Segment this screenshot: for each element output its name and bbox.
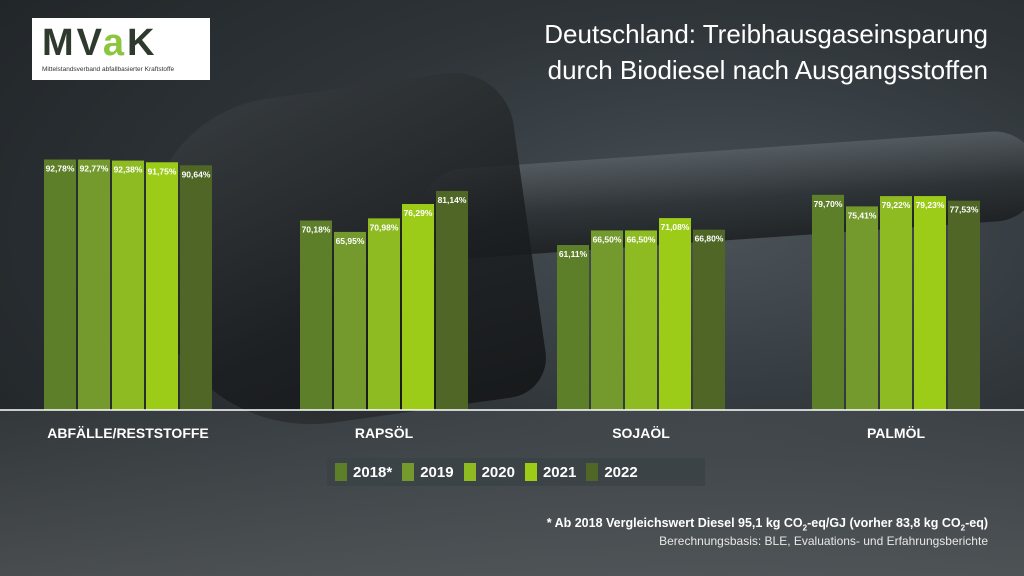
data-label-2022-1: 81,14% xyxy=(438,195,467,205)
bar-2022-2 xyxy=(693,229,725,410)
legend-item-2021: 2021 xyxy=(524,463,577,481)
legend-label: 2019 xyxy=(420,463,454,481)
data-label-2021-0: 91,75% xyxy=(148,166,177,176)
bar-2020-0 xyxy=(112,160,144,410)
logo-subtitle: Mittelstandsverband abfallbasierter Kraf… xyxy=(42,66,175,73)
legend-swatch xyxy=(335,463,347,481)
legend-label: 2021 xyxy=(542,463,577,481)
bar-2018-2 xyxy=(557,245,589,410)
chart-title: Deutschland: Treibhausgaseinsparung durc… xyxy=(388,16,988,88)
bar-2022-3 xyxy=(948,200,980,410)
data-label-2020-2: 66,50% xyxy=(627,234,656,244)
legend-item-2020: 2020 xyxy=(463,463,515,481)
legend-label: 2020 xyxy=(481,463,515,481)
data-label-2020-1: 70,98% xyxy=(370,222,399,232)
chart-legend: 2018* 2019 2020 2021 2022 xyxy=(327,458,705,486)
chart-title-line2: durch Biodiesel nach Ausgangsstoffen xyxy=(547,55,988,85)
bar-2019-2 xyxy=(591,230,623,410)
category-label-2: SOJAÖL xyxy=(612,425,670,441)
logo-wordmark: MVaK xyxy=(42,22,158,64)
legend-swatch xyxy=(524,463,537,481)
legend-item-2018: 2018* xyxy=(335,463,392,481)
bar-2019-1 xyxy=(334,231,366,410)
category-label-0: ABFÄLLE/RESTSTOFFE xyxy=(47,425,209,441)
legend-swatch xyxy=(402,463,415,481)
bar-2019-0 xyxy=(78,159,110,410)
bar-2018-1 xyxy=(300,220,332,410)
bar-2021-3 xyxy=(914,196,946,410)
data-label-2019-2: 66,50% xyxy=(593,234,622,244)
data-label-2021-1: 76,29% xyxy=(404,208,433,218)
bar-2022-0 xyxy=(180,165,212,410)
data-label-2022-3: 77,53% xyxy=(950,205,979,215)
source-note: Berechnungsbasis: BLE, Evaluations- und … xyxy=(659,534,988,548)
data-label-2018-2: 61,11% xyxy=(559,249,588,259)
data-label-2018-3: 79,70% xyxy=(814,199,843,209)
bar-2018-0 xyxy=(44,159,76,410)
data-label-2021-3: 79,23% xyxy=(916,200,945,210)
chart-title-line1: Deutschland: Treibhausgaseinsparung xyxy=(544,19,988,49)
background-haze xyxy=(0,410,1024,576)
bar-2018-3 xyxy=(812,194,844,410)
data-label-2020-3: 79,22% xyxy=(882,200,911,210)
data-label-2022-2: 66,80% xyxy=(695,234,724,244)
category-label-1: RAPSÖL xyxy=(355,425,414,441)
data-label-2021-2: 71,08% xyxy=(661,222,690,232)
bar-2021-0 xyxy=(146,162,178,410)
bar-2022-1 xyxy=(436,190,468,410)
legend-label: 2022 xyxy=(604,463,638,481)
legend-label: 2018* xyxy=(353,463,393,481)
data-label-2020-0: 92,38% xyxy=(114,165,143,175)
bar-2021-1 xyxy=(402,204,434,410)
data-label-2019-3: 75,41% xyxy=(848,210,877,220)
mvak-logo: MVaK Mittelstandsverband abfallbasierter… xyxy=(32,18,210,80)
bar-2020-3 xyxy=(880,196,912,410)
data-label-2019-0: 92,77% xyxy=(80,164,109,174)
legend-swatch xyxy=(586,463,599,481)
bar-2020-1 xyxy=(368,218,400,410)
data-label-2022-0: 90,64% xyxy=(182,169,211,179)
bar-2021-2 xyxy=(659,218,691,410)
data-label-2018-1: 70,18% xyxy=(302,225,331,235)
bar-2019-3 xyxy=(846,206,878,410)
legend-swatch xyxy=(463,463,476,481)
category-label-3: PALMÖL xyxy=(867,425,926,441)
legend-item-2019: 2019 xyxy=(402,463,454,481)
footnote: * Ab 2018 Vergleichswert Diesel 95,1 kg … xyxy=(546,516,988,533)
data-label-2019-1: 65,95% xyxy=(336,236,365,246)
data-label-2018-0: 92,78% xyxy=(46,163,75,173)
legend-item-2022: 2022 xyxy=(586,463,638,481)
bar-2020-2 xyxy=(625,230,657,410)
